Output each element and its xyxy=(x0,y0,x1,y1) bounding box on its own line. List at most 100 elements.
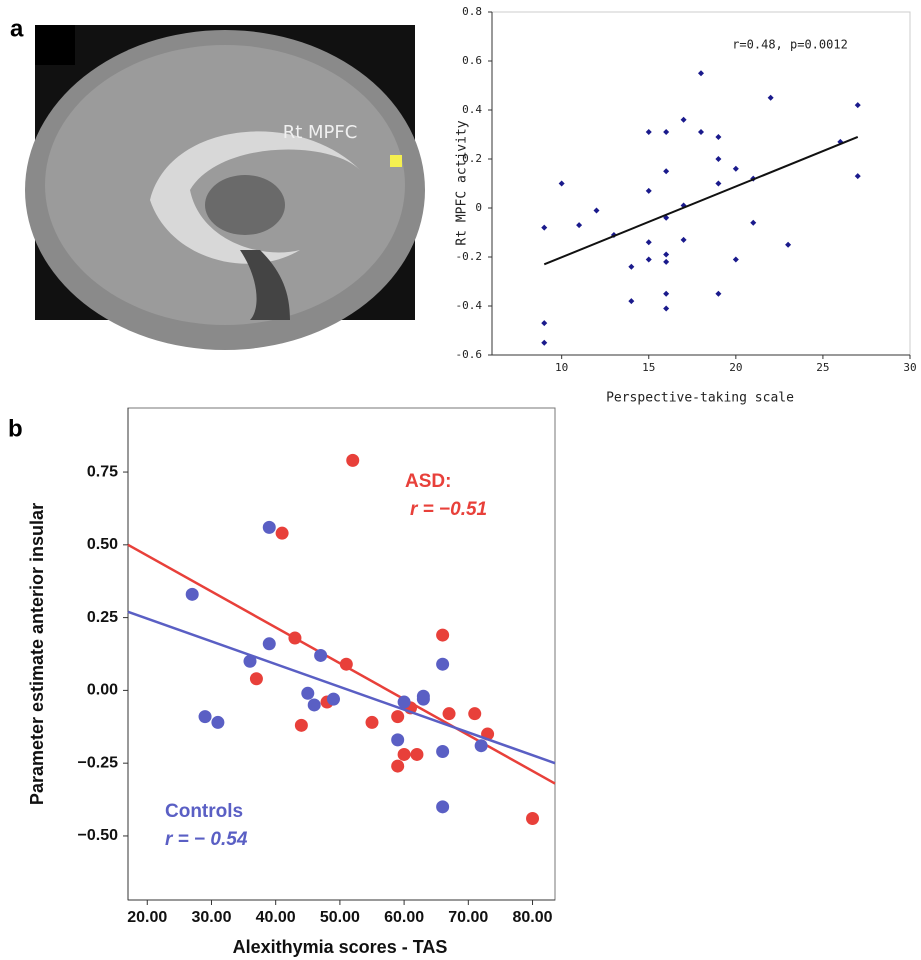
point xyxy=(249,672,263,686)
y-tick-label: -0.4 xyxy=(456,299,483,312)
y-tick-label: -0.2 xyxy=(456,250,483,263)
point xyxy=(732,256,739,263)
point xyxy=(698,70,704,77)
point xyxy=(663,129,670,136)
point xyxy=(436,628,450,642)
point xyxy=(854,102,861,109)
x-tick-label: 50.00 xyxy=(320,909,360,926)
y-tick-label: 0.8 xyxy=(462,5,482,18)
point xyxy=(314,648,328,662)
point xyxy=(645,187,652,194)
point xyxy=(262,637,276,651)
point xyxy=(715,156,722,162)
point xyxy=(732,165,739,172)
point xyxy=(275,526,289,540)
point xyxy=(468,707,482,721)
point xyxy=(767,94,774,101)
point xyxy=(541,320,548,327)
point xyxy=(785,241,792,248)
x-tick-label: 20 xyxy=(729,361,742,374)
y-tick-label: 0 xyxy=(475,201,482,214)
x-tick-label: 15 xyxy=(642,361,655,374)
point xyxy=(558,180,565,187)
point xyxy=(715,180,722,187)
brain-image: Rt MPFC xyxy=(25,25,425,350)
point xyxy=(854,173,861,180)
x-tick-label: 30.00 xyxy=(191,909,231,926)
y-tick-label: -0.6 xyxy=(456,348,483,361)
point xyxy=(198,710,212,724)
point xyxy=(645,129,652,136)
annotation: r=0.48, p=0.0012 xyxy=(732,38,848,52)
point xyxy=(541,224,548,231)
point xyxy=(391,710,405,724)
point xyxy=(680,116,687,123)
y-tick-label: 0.00 xyxy=(87,682,118,699)
point xyxy=(680,236,687,243)
point xyxy=(715,133,722,140)
point xyxy=(628,263,635,270)
y-tick-label: −0.25 xyxy=(78,754,119,771)
point xyxy=(663,305,670,312)
point xyxy=(663,168,670,175)
point xyxy=(576,222,583,229)
y-tick-label: 0.25 xyxy=(87,609,118,626)
fit-line xyxy=(127,610,556,765)
point xyxy=(410,747,424,761)
x-tick-label: 30 xyxy=(903,361,916,374)
y-axis-label: Parameter estimate anterior insular xyxy=(27,503,47,805)
point xyxy=(474,739,488,753)
point xyxy=(442,707,456,721)
plot-frame xyxy=(491,11,911,356)
fit-line xyxy=(127,543,556,785)
x-tick-label: 20.00 xyxy=(127,909,167,926)
y-axis-label: Rt MPFC activity xyxy=(455,120,470,245)
point xyxy=(262,520,276,534)
x-tick-label: 40.00 xyxy=(256,909,296,926)
point xyxy=(645,239,652,246)
point xyxy=(698,129,704,136)
point xyxy=(211,715,225,729)
y-tick-label: −0.50 xyxy=(78,827,119,844)
point xyxy=(397,747,411,761)
fit-line xyxy=(543,136,859,266)
y-tick-label: 0.4 xyxy=(462,103,482,116)
y-tick-label: 0.50 xyxy=(87,536,118,553)
point xyxy=(185,587,199,601)
point xyxy=(365,715,379,729)
point xyxy=(593,207,600,214)
point xyxy=(391,733,405,747)
point xyxy=(243,654,257,668)
region-label: Rt MPFC xyxy=(283,122,358,143)
x-tick-label: 60.00 xyxy=(384,909,424,926)
point xyxy=(307,698,321,712)
x-axis-label: Alexithymia scores - TAS xyxy=(233,937,448,957)
point xyxy=(436,657,450,671)
series-label: Controls xyxy=(165,801,243,822)
point xyxy=(663,258,670,265)
point xyxy=(326,692,340,706)
point xyxy=(391,759,405,773)
point xyxy=(663,290,670,297)
point xyxy=(436,800,450,814)
point xyxy=(628,298,635,305)
x-axis-label: Perspective-taking scale xyxy=(606,391,794,406)
point xyxy=(301,686,315,700)
series-r-label: r = − 0.54 xyxy=(165,829,248,850)
point xyxy=(526,811,540,825)
point xyxy=(715,290,722,297)
point xyxy=(750,219,757,226)
x-tick-label: 70.00 xyxy=(448,909,488,926)
panel-label: a xyxy=(10,15,24,42)
x-tick-label: 10 xyxy=(555,361,568,374)
x-tick-label: 80.00 xyxy=(513,909,553,926)
y-tick-label: 0.75 xyxy=(87,463,118,480)
series-r-label: r = −0.51 xyxy=(410,499,487,520)
panel-label: b xyxy=(8,415,23,442)
x-tick-label: 25 xyxy=(816,361,829,374)
point xyxy=(541,339,548,346)
series-label: ASD: xyxy=(405,471,451,492)
y-tick-label: 0.6 xyxy=(462,54,482,67)
y-tick-label: 0.2 xyxy=(462,152,482,165)
